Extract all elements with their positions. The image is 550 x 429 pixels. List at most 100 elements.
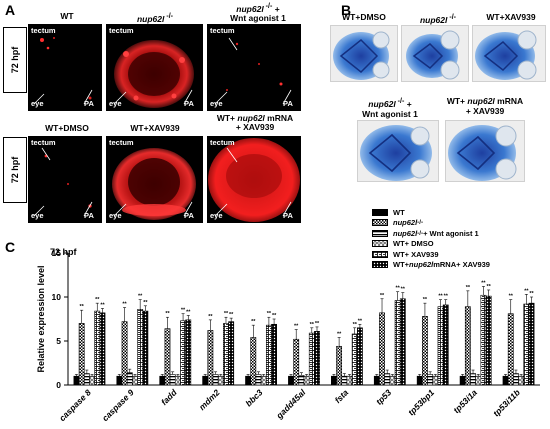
significance-marker: **: [358, 318, 363, 324]
x-tick-label: fsta: [333, 387, 351, 405]
bar: [528, 302, 535, 386]
hpf-box-row1: 72 hpf: [3, 27, 27, 93]
label-tectum: tectum: [109, 138, 134, 147]
panel-b-title-wt-xav939: WT+XAV939: [486, 12, 536, 22]
bar: [346, 375, 353, 386]
panel-b-title-nup62l-wnt: nup62l -/- + Wnt agonist 1: [362, 97, 418, 119]
significance-marker: **: [181, 308, 186, 314]
bar: [308, 332, 315, 386]
bar: [132, 375, 138, 386]
bar: [298, 375, 305, 386]
fluor-signal: [208, 138, 300, 222]
panel-a-title-nup62l-wnt: nup62l -/- + Wnt agonist 1: [230, 2, 286, 23]
legend-swatch: [372, 229, 388, 237]
bar: [464, 306, 471, 386]
bar: [518, 375, 525, 386]
x-tick-label: tp53: [374, 387, 394, 407]
label-pa: PA: [184, 211, 194, 220]
bar: [83, 373, 90, 386]
panel-c-hpf-label: 72 hpf: [50, 247, 77, 257]
legend-swatch: [372, 240, 388, 248]
panel-b-title-wt-dmso: WT+DMSO: [342, 12, 386, 22]
panel-b-title-mrna-xav939: WT+ nup62l mRNA + XAV939: [446, 96, 524, 116]
panel-a-title-wt-xav939: WT+XAV939: [130, 123, 180, 133]
y-tick-label: 15: [52, 250, 62, 258]
panel-a-title-wt-dmso: WT+DMSO: [45, 123, 89, 133]
x-tick-label: caspase 8: [57, 387, 93, 423]
bar: [217, 375, 224, 386]
bar: [260, 375, 267, 386]
significance-marker: **: [294, 324, 299, 330]
cartilage-image-nup62l-wnt: [357, 120, 439, 182]
bar: [78, 323, 85, 386]
bar: [470, 373, 476, 386]
bar: [427, 374, 434, 386]
significance-marker: **: [395, 286, 400, 292]
panel-a-title-mrna-xav939: WT+ nup62l mRNA + XAV939: [216, 113, 294, 132]
x-tick-label: fadd: [159, 387, 179, 407]
legend-item: nup62l -/-: [372, 218, 490, 229]
legend-swatch: [372, 261, 388, 269]
bar: [485, 295, 492, 386]
bar: [513, 373, 519, 386]
label-eye: eye: [210, 99, 223, 108]
panel-a-title-nup62l: nup62l -/-: [136, 12, 174, 24]
significance-marker: **: [224, 311, 229, 317]
bar: [475, 375, 482, 386]
y-tick-label: 5: [56, 336, 61, 346]
significance-marker: **: [444, 294, 449, 300]
fluor-signal: [33, 37, 93, 105]
bar: [169, 374, 176, 386]
significance-marker: **: [315, 321, 320, 327]
bar: [422, 316, 428, 386]
significance-marker: **: [165, 311, 170, 317]
bar: [293, 338, 300, 386]
cartilage-image-wt-xav939: [472, 25, 546, 82]
fluor-image-nup62l: tectum eye PA: [106, 24, 203, 111]
panel-a-title-wt: WT: [60, 11, 74, 21]
bar: [223, 323, 229, 386]
bar: [228, 321, 235, 386]
label-pa: PA: [184, 99, 194, 108]
cartilage-stain: [448, 125, 517, 181]
significance-marker: **: [509, 294, 514, 300]
fluor-image-mrna-xav939: tectum eye PA: [207, 136, 301, 223]
cartilage-stain: [475, 30, 537, 80]
bar: [94, 310, 101, 386]
label-tectum: tectum: [210, 138, 235, 147]
legend-item: WT+ XAV939: [372, 249, 490, 260]
significance-marker: **: [272, 313, 277, 319]
label-tectum: tectum: [31, 138, 56, 147]
label-tectum: tectum: [31, 26, 56, 35]
significance-marker: **: [251, 319, 256, 325]
bar: [265, 324, 272, 386]
bar: [351, 333, 358, 386]
bar: [416, 375, 423, 386]
bar: [202, 375, 209, 386]
hpf-label: 72 hpf: [10, 156, 20, 184]
bar: [379, 312, 385, 386]
bar: [159, 375, 166, 386]
bar: [303, 375, 310, 386]
cartilage-image-mrna-xav939: [445, 120, 525, 182]
bar: [89, 375, 95, 386]
panel-b-title-nup62l: nup62l -/-: [419, 13, 457, 25]
significance-marker: **: [529, 291, 534, 297]
y-tick-label: 10: [52, 292, 62, 302]
cartilage-stain: [360, 125, 432, 181]
panel-letter-c: C: [5, 239, 16, 255]
bar: [116, 375, 123, 386]
significance-marker: **: [466, 285, 471, 291]
x-tick-label: tp53i11b: [491, 387, 522, 418]
legend-swatch: [372, 208, 388, 216]
significance-marker: **: [486, 284, 491, 290]
cartilage-image-nup62l: [401, 25, 469, 82]
bar: [185, 319, 192, 386]
bar: [99, 312, 106, 386]
fluor-signal: [113, 40, 194, 108]
bar: [459, 375, 466, 386]
significance-marker: **: [80, 304, 85, 310]
significance-marker: **: [267, 311, 272, 317]
cartilage-stain: [406, 30, 460, 80]
x-tick-label: caspase 9: [100, 387, 136, 423]
